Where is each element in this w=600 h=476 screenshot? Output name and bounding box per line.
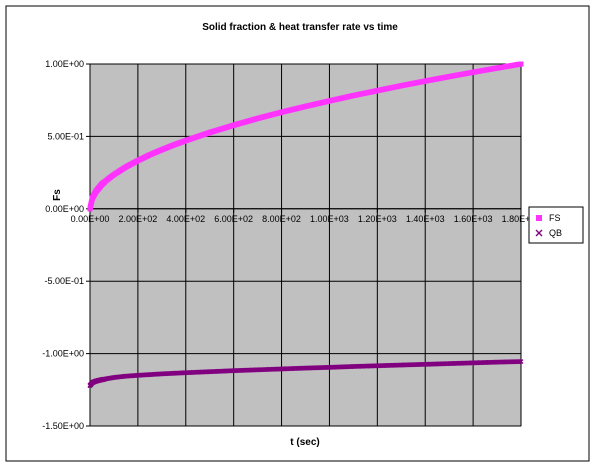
data-point — [101, 179, 107, 185]
legend-marker-qb — [535, 229, 543, 237]
legend-marker-fs — [536, 215, 542, 221]
y-tick-label: -5.00E-01 — [44, 276, 84, 286]
legend-label-qb: QB — [549, 228, 562, 238]
data-point — [518, 61, 524, 67]
y-tick-label: -1.50E+00 — [42, 421, 84, 431]
plot-area — [89, 63, 522, 427]
x-tick-label: 6.00E+02 — [214, 214, 253, 224]
data-point — [517, 359, 523, 365]
y-tick-label: 1.00E+00 — [45, 59, 84, 69]
y-tick-label: -1.00E+00 — [42, 349, 84, 359]
x-tick-label: 1.00E+03 — [310, 214, 349, 224]
legend: FS QB — [528, 206, 584, 244]
y-tick-label: 5.00E-01 — [47, 131, 84, 141]
chart-title: Solid fraction & heat transfer rate vs t… — [202, 22, 398, 33]
plot-layer: 1.00E+00 5.00E-01 0.00E+00 -5.00E-01 -1.00E+… — [42, 59, 540, 431]
data-point — [518, 359, 524, 365]
x-tick-label: 1.60E+03 — [454, 214, 493, 224]
x-tick-label: 2.00E+02 — [118, 214, 157, 224]
y-axis-title: Fs — [52, 189, 63, 201]
y-tick-label: 0.00E+00 — [45, 204, 84, 214]
x-tick-label: 8.00E+02 — [262, 214, 301, 224]
x-axis-title: t (sec) — [290, 437, 319, 448]
x-tick-label: 4.00E+02 — [166, 214, 205, 224]
x-tick-label: 1.20E+03 — [358, 214, 397, 224]
series-fs — [87, 61, 524, 212]
x-tick-label: 0.00E+00 — [71, 214, 110, 224]
x-tick-label: 1.40E+03 — [406, 214, 445, 224]
x-tick-label: 1.80E+03 — [502, 214, 541, 224]
data-point — [101, 376, 107, 382]
legend-label-fs: FS — [549, 213, 561, 223]
series-qb — [87, 359, 524, 388]
legend-box — [528, 206, 584, 244]
